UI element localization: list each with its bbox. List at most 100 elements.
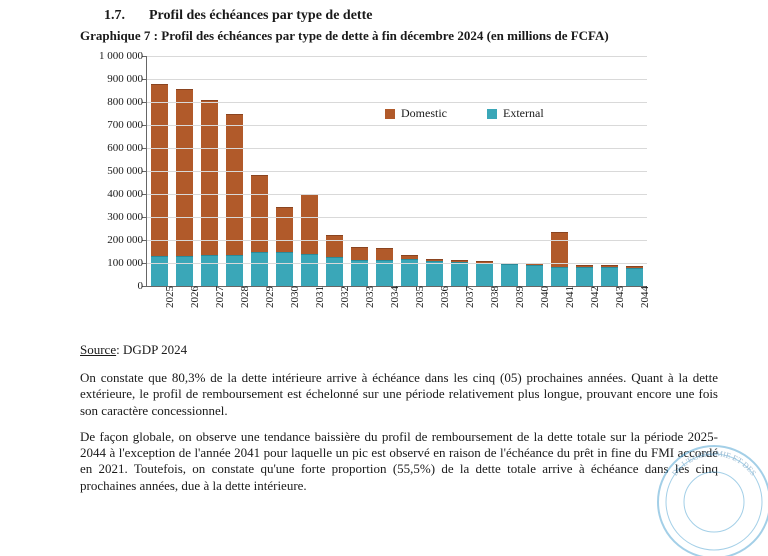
x-tick-label: 2037	[460, 286, 476, 308]
y-tick-label: 1 000 000	[99, 50, 147, 62]
graph-title: Graphique 7 : Profil des échéances par t…	[80, 28, 718, 44]
stacked-bar	[326, 235, 344, 286]
bar-segment-external	[451, 262, 469, 286]
bar-segment-external	[526, 265, 544, 286]
section-heading: 1.7. Profil des échéances par type de de…	[104, 8, 718, 24]
stacked-bar	[451, 260, 469, 286]
legend-item-external: External	[487, 106, 544, 121]
source-line: Source: DGDP 2024	[80, 342, 718, 358]
x-tick-label: 2040	[535, 286, 551, 308]
bar-segment-domestic	[276, 207, 294, 253]
bar-segment-domestic	[376, 248, 394, 259]
stacked-bar	[626, 266, 644, 286]
bar-segment-domestic	[301, 194, 319, 254]
x-tick-label: 2028	[235, 286, 251, 308]
x-tick-label: 2029	[260, 286, 276, 308]
paragraph-1: On constate que 80,3% de la dette intéri…	[80, 370, 718, 419]
bar-segment-external	[551, 267, 569, 286]
x-tick-label: 2033	[360, 286, 376, 308]
bar-segment-external	[151, 256, 169, 286]
x-tick-label: 2041	[560, 286, 576, 308]
grid-line	[147, 263, 647, 264]
y-tick-label: 900 000	[107, 73, 147, 85]
stacked-bar	[376, 248, 394, 286]
y-tick-label: 600 000	[107, 142, 147, 154]
stacked-bar	[501, 263, 519, 286]
y-tick-label: 700 000	[107, 119, 147, 131]
source-value: : DGDP 2024	[116, 342, 187, 357]
x-tick-label: 2034	[385, 286, 401, 308]
bar-segment-external	[301, 254, 319, 286]
grid-line	[147, 56, 647, 57]
stacked-bar	[276, 207, 294, 287]
x-tick-label: 2044	[635, 286, 651, 308]
stacked-bar	[151, 84, 169, 286]
bar-segment-external	[601, 267, 619, 286]
bar-segment-external	[201, 255, 219, 286]
legend-swatch-external	[487, 109, 497, 119]
paragraph-2: De façon globale, on observe une tendanc…	[80, 429, 718, 494]
maturity-profile-chart: 2025 2026 2027 2028 2029 2030 2031 2032 2033 2034…	[88, 48, 668, 328]
stacked-bar	[476, 261, 494, 286]
bar-segment-external	[476, 263, 494, 286]
bar-segment-domestic	[551, 232, 569, 266]
bar-segment-external	[501, 264, 519, 286]
grid-line	[147, 217, 647, 218]
x-tick-label: 2032	[335, 286, 351, 308]
y-tick-label: 800 000	[107, 96, 147, 108]
y-tick-label: 100 000	[107, 257, 147, 269]
grid-line	[147, 240, 647, 241]
bar-segment-external	[426, 261, 444, 286]
stacked-bar	[201, 100, 219, 286]
section-number: 1.7.	[104, 8, 125, 24]
grid-line	[147, 79, 647, 80]
x-tick-label: 2039	[510, 286, 526, 308]
x-tick-label: 2035	[410, 286, 426, 308]
y-tick-label: 400 000	[107, 188, 147, 200]
x-tick-label: 2027	[210, 286, 226, 308]
stacked-bar	[576, 265, 594, 286]
legend-label-domestic: Domestic	[401, 106, 447, 121]
y-tick-label: 300 000	[107, 211, 147, 223]
bar-segment-domestic	[201, 100, 219, 255]
stacked-bar	[251, 175, 269, 286]
grid-line	[147, 171, 647, 172]
legend-swatch-domestic	[385, 109, 395, 119]
x-tick-label: 2031	[310, 286, 326, 308]
x-tick-label: 2036	[435, 286, 451, 308]
bar-segment-external	[326, 257, 344, 286]
x-tick-label: 2030	[285, 286, 301, 308]
x-tick-label: 2026	[185, 286, 201, 308]
bar-segment-domestic	[226, 114, 244, 255]
legend-item-domestic: Domestic	[385, 106, 447, 121]
y-tick-label: 200 000	[107, 234, 147, 246]
stacked-bar	[226, 114, 244, 286]
stacked-bar	[401, 255, 419, 286]
bar-segment-external	[176, 256, 194, 286]
stacked-bar	[176, 89, 194, 287]
grid-line	[147, 194, 647, 195]
grid-line	[147, 148, 647, 149]
legend-label-external: External	[503, 106, 544, 121]
x-tick-label: 2038	[485, 286, 501, 308]
stacked-bar	[601, 265, 619, 286]
section-title: Profil des échéances par type de dette	[149, 8, 372, 24]
source-label: Source	[80, 342, 116, 357]
stacked-bar	[526, 263, 544, 286]
x-tick-label: 2042	[585, 286, 601, 308]
page: 1.7. Profil des échéances par type de de…	[0, 0, 768, 556]
x-tick-label: 2043	[610, 286, 626, 308]
bar-segment-domestic	[176, 89, 194, 257]
bar-segment-external	[251, 252, 269, 286]
y-tick-label: 500 000	[107, 165, 147, 177]
legend: Domestic External	[385, 106, 544, 121]
bar-segment-external	[276, 252, 294, 286]
bar-segment-domestic	[351, 247, 369, 260]
bar-segment-external	[626, 268, 644, 286]
y-tick-label: 0	[138, 280, 148, 292]
x-tick-label: 2025	[160, 286, 176, 308]
grid-line	[147, 102, 647, 103]
grid-line	[147, 125, 647, 126]
stacked-bar	[351, 247, 369, 286]
bar-segment-external	[226, 255, 244, 286]
